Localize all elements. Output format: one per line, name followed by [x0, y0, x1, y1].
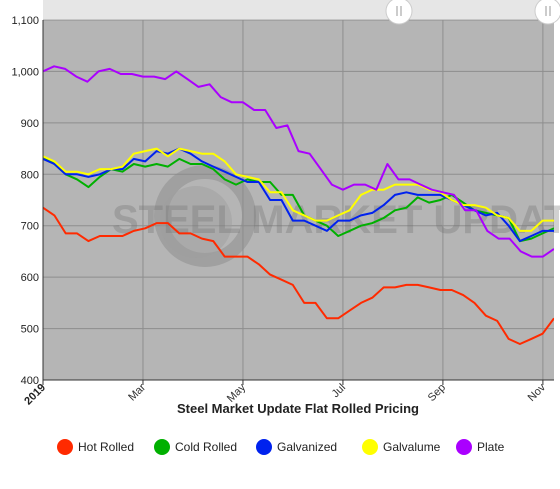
y-tick-label: 500 — [21, 324, 39, 336]
y-tick-label: 600 — [21, 272, 39, 284]
x-tick-label: Mar — [126, 381, 148, 403]
legend-label: Galvalume — [383, 440, 441, 454]
navigator-handle-right[interactable] — [534, 0, 560, 25]
y-tick-label: 700 — [21, 221, 39, 233]
legend-marker — [362, 439, 378, 455]
y-tick-label: 1,100 — [11, 15, 39, 27]
legend-marker — [154, 439, 170, 455]
legend-marker — [57, 439, 73, 455]
plot-background — [43, 20, 554, 380]
legend-label: Galvanized — [277, 440, 337, 454]
series-line-hot-rolled[interactable] — [43, 206, 554, 345]
y-tick-label: 1,000 — [11, 66, 39, 78]
series-line-cold-rolled[interactable] — [43, 155, 554, 243]
chart-title: Steel Market Update Flat Rolled Pricing — [177, 401, 419, 416]
navigator-handle-left[interactable] — [385, 0, 413, 25]
legend-item-galvanized[interactable]: Galvanized — [256, 439, 337, 455]
x-tick-label: Sep — [426, 382, 448, 404]
x-tick-label: Nov — [526, 381, 549, 404]
y-tick-label: 400 — [21, 375, 39, 387]
legend-marker — [256, 439, 272, 455]
series-line-galvalume[interactable] — [43, 147, 554, 232]
series-line-galvanized[interactable] — [43, 147, 554, 243]
legend-label: Cold Rolled — [175, 440, 237, 454]
legend-label: Plate — [477, 440, 505, 454]
legend-marker — [456, 439, 472, 455]
navigator-bar — [43, 0, 560, 25]
y-tick-label: 900 — [21, 118, 39, 130]
legend-item-galvalume[interactable]: Galvalume — [362, 439, 441, 455]
y-tick-label: 800 — [21, 169, 39, 181]
legend-label: Hot Rolled — [78, 440, 134, 454]
legend-item-hot-rolled[interactable]: Hot Rolled — [57, 439, 134, 455]
legend: Hot Rolled Cold Rolled Galvanized Galvalume… — [57, 439, 505, 455]
legend-item-plate[interactable]: Plate — [456, 439, 505, 455]
y-axis: 400 500 600 700 800 900 1,000 1,100 — [11, 15, 44, 387]
series-line-plate[interactable] — [43, 65, 554, 258]
x-tick-label: Jul — [330, 382, 348, 400]
series-lines — [43, 65, 554, 345]
legend-item-cold-rolled[interactable]: Cold Rolled — [154, 439, 237, 455]
